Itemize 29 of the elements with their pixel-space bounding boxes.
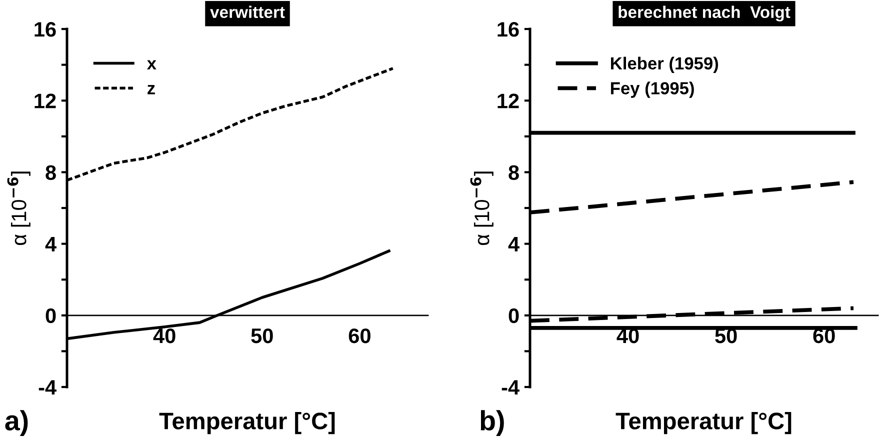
y-tick-label: 16 [498,22,519,37]
text: a) [5,410,28,436]
y-axis-title: α [10$^{−6}$] [470,172,494,246]
y-tick-label: 0 [508,308,519,324]
legend-label: x [146,60,156,70]
x-axis-title: Temperatur [°C] [159,412,335,434]
y-tick-label: 12 [498,94,519,108]
y-tick-label: 4 [508,237,520,252]
y-axis-title: α [10$^{−6}$] [7,172,30,246]
x-axis-title: Temperatur [°C] [616,412,792,434]
y-tick-label: 16 [34,22,56,37]
legend-label: z [148,85,155,94]
y-tick-label: 8 [46,165,56,180]
x-tick-label: 50 [251,328,273,344]
x-tick-label: 60 [348,328,370,344]
y-tick-label: -4 [38,380,56,395]
legend-label: Fey (1995) [611,82,694,98]
y-tick-label: 12 [34,94,56,108]
x-tick-label: 60 [813,328,835,344]
y-tick-label: 4 [45,237,56,252]
y-tick-label: 0 [46,308,56,324]
text: b) [480,410,504,436]
chart-title: verwittert [210,6,285,18]
x-tick-label: 40 [153,328,176,344]
x-tick-label: 40 [616,328,639,344]
y-tick-label: 8 [508,165,519,180]
y-tick-label: -4 [502,380,520,395]
chart-title: berechnet nach Voigt [618,6,790,22]
legend-label: Kleber (1959) [611,56,718,73]
